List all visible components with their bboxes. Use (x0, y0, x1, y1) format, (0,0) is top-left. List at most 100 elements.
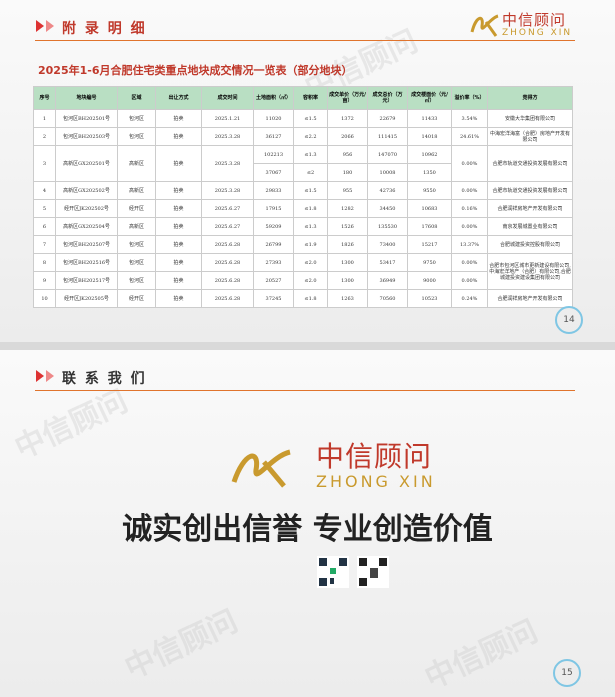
table-cell: 3.54% (451, 109, 488, 128)
table-row: 2 包河区BH202503号 包河区 拍卖 2025.3.28 36127 ≤2.2 2066… (33, 127, 573, 146)
table-cell: 0.00% (451, 181, 488, 200)
table-cell: 42736 (367, 181, 408, 200)
table-cell: ≤1.5 (293, 109, 328, 128)
table-cell: 拍卖 (155, 145, 202, 182)
table-cell: 0.00% (451, 217, 488, 236)
table-cell: 包河区BH202516号 (55, 253, 118, 272)
table-cell: 180 (327, 163, 368, 182)
logo: 中信顾问 ZHONG XIN (228, 442, 436, 491)
table-cell: 11433 (407, 109, 452, 128)
table-cell: 拍卖 (155, 109, 202, 128)
table-cell: 6 (33, 217, 56, 236)
table-row: 9 包河区BH202517号 包河区 拍卖 2025.6.28 20527 ≤2.0 1300… (33, 271, 573, 290)
table-cell: 102213 (253, 145, 294, 164)
table-cell: 27393 (253, 253, 294, 272)
table-cell: 高新区 (117, 217, 156, 236)
table-cell: 17915 (253, 199, 294, 218)
table-cell: 111415 (367, 127, 408, 146)
table-row: 7 包河区BH202507号 包河区 拍卖 2025.6.28 26799 ≤1.9 1826… (33, 235, 573, 254)
table-cell: 10008 (367, 163, 408, 182)
table-cell: 2 (33, 127, 56, 146)
logo: 中信顾问 ZHONG XIN (468, 12, 572, 38)
table-cell: 经开区 (117, 199, 156, 218)
table-cell: 2025.6.28 (201, 271, 254, 290)
table-cell: 9 (33, 271, 56, 290)
logo-mark (231, 449, 291, 488)
table-cell: 2025.6.27 (201, 217, 254, 236)
table-cell: 合肥市轨道交通投资发展有限公司 (487, 145, 573, 182)
table-cell: 3 (33, 145, 56, 182)
table-row: 4 高新区GX202502号 高新区 拍卖 2025.3.28 29833 ≤1.5 955 4… (33, 181, 573, 200)
table-cell: 2025.6.28 (201, 253, 254, 272)
table-cell: 9550 (407, 181, 452, 200)
table-cell: ≤1.9 (293, 235, 328, 254)
qr-codes (317, 556, 389, 588)
table-cell: 拍卖 (155, 271, 202, 290)
table-cell: ≤1.8 (293, 199, 328, 218)
table-cell: 1300 (327, 253, 368, 272)
table-cell: 1372 (327, 109, 368, 128)
table-cell: 1 (33, 109, 56, 128)
table-cell: 合肥润祥房地产开发有限公司 (487, 199, 573, 218)
slide: 中信顾问 中信顾问 中信顾问 联 系 我 们 中信顾问 ZHONG XIN 诚实创… (0, 350, 615, 697)
header-row: 序号 地块编号 区域 出让方式 成交时间 土地面积（㎡） 容积率 成交单价（万元/亩） 成交总价… (33, 86, 573, 110)
table-cell: ≤2.0 (293, 271, 328, 290)
table-row: 8 包河区BH202516号 包河区 拍卖 2025.6.28 27393 ≤2.0 1300… (33, 253, 573, 290)
watermark: 中信顾问 (419, 613, 544, 697)
table-cell: 2025.3.28 (201, 145, 254, 182)
table-cell: 11020 (253, 109, 294, 128)
column-header: 成交时间 (201, 86, 254, 110)
table-cell: 高新区 (117, 181, 156, 200)
column-header: 出让方式 (155, 86, 202, 110)
table-cell: 2025.6.28 (201, 289, 254, 308)
table-cell: ≤2.2 (293, 127, 328, 146)
table-cell: 拍卖 (155, 127, 202, 146)
table-cell: 5 (33, 199, 56, 218)
column-header: 成交楼面价（元/㎡） (407, 86, 452, 110)
table-cell: 高新区GX202501号 (55, 145, 118, 182)
table-cell: 高新区 (117, 145, 156, 182)
table-cell: 1826 (327, 235, 368, 254)
table-cell: 956 (327, 145, 368, 164)
table-title: 2025年1-6月合肥住宅类重点地块成交情况一览表（部分地块） (38, 64, 353, 77)
header-rule (35, 40, 575, 41)
page-number: 15 (553, 659, 581, 687)
column-header: 序号 (33, 86, 56, 110)
table-cell: 59209 (253, 217, 294, 236)
table-cell: 147070 (367, 145, 408, 164)
header-mark (36, 20, 54, 32)
table-cell: 29833 (253, 181, 294, 200)
table-cell: 2066 (327, 127, 368, 146)
table-cell: 10683 (407, 199, 452, 218)
table-cell: 包河区 (117, 235, 156, 254)
logo-en: ZHONG XIN (316, 472, 436, 491)
table-cell: 15217 (407, 235, 452, 254)
table-cell: 拍卖 (155, 253, 202, 272)
table-cell: ≤1.8 (293, 289, 328, 308)
table-cell: 34450 (367, 199, 408, 218)
table-cell: 包河区BH202503号 (55, 127, 118, 146)
table-cell: 70560 (367, 289, 408, 308)
header-mark (36, 370, 54, 382)
table-cell: 24.61% (451, 127, 488, 146)
table-row: 37067 ≤2 180 10008 1350 (34, 163, 573, 182)
table-cell: ≤1.3 (293, 145, 328, 164)
table-cell: 10 (33, 289, 56, 308)
header-rule (35, 390, 575, 391)
table-cell: 拍卖 (155, 289, 202, 308)
table-cell: ≤1.5 (293, 181, 328, 200)
table-cell: 17608 (407, 217, 452, 236)
table-cell: 9000 (407, 271, 452, 290)
table-cell: ≤2.0 (293, 253, 328, 272)
column-header: 区域 (117, 86, 156, 110)
table-cell: 经开区 (117, 289, 156, 308)
table-cell: 135530 (367, 217, 408, 236)
table-cell: 7 (33, 235, 56, 254)
table-cell: 2025.3.28 (201, 181, 254, 200)
column-header: 成交单价（万元/亩） (327, 86, 368, 110)
table-cell: 中海宏洋海富（合肥）房地产开发有限公司 (487, 127, 573, 146)
table-cell: 955 (327, 181, 368, 200)
data-table: 序号 地块编号 区域 出让方式 成交时间 土地面积（㎡） 容积率 成交单价（万元/亩） 成交总价… (33, 86, 573, 308)
